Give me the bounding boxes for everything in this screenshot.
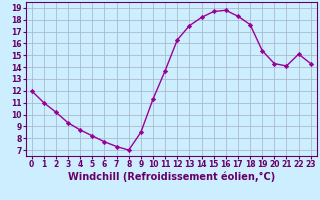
- X-axis label: Windchill (Refroidissement éolien,°C): Windchill (Refroidissement éolien,°C): [68, 172, 275, 182]
